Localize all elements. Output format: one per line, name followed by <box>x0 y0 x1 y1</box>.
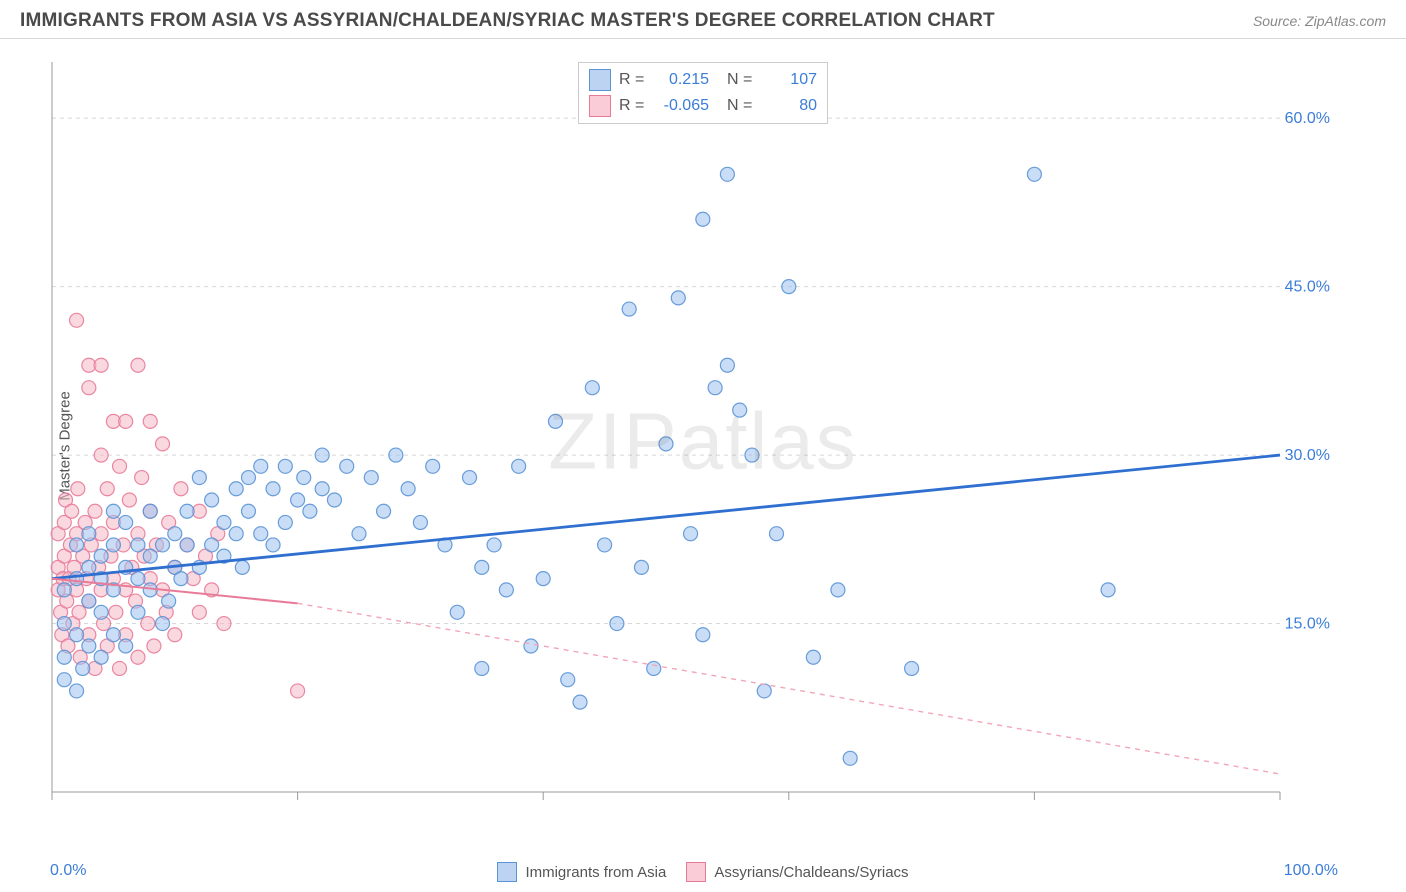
legend-swatch-icon <box>589 95 611 117</box>
stats-legend-row: R = 0.215 N = 107 <box>589 67 817 93</box>
legend-swatch-icon <box>497 862 517 882</box>
series-legend: Immigrants from Asia Assyrians/Chaldeans/… <box>0 862 1406 882</box>
stats-n-label: N = <box>727 97 759 115</box>
legend-item: Assyrians/Chaldeans/Syriacs <box>686 862 908 882</box>
stats-r-value: -0.065 <box>659 97 709 115</box>
stats-r-label: R = <box>619 71 651 89</box>
legend-series-label: Assyrians/Chaldeans/Syriacs <box>714 864 908 881</box>
source-attribution: Source: ZipAtlas.com <box>1253 13 1386 29</box>
stats-n-label: N = <box>727 71 759 89</box>
legend-swatch-icon <box>686 862 706 882</box>
svg-text:30.0%: 30.0% <box>1285 447 1330 464</box>
chart-title: IMMIGRANTS FROM ASIA VS ASSYRIAN/CHALDEA… <box>20 10 995 32</box>
chart-plot-area: 15.0% 30.0% 45.0% 60.0% <box>50 62 1340 822</box>
scatter-plot-svg: 15.0% 30.0% 45.0% 60.0% <box>50 62 1340 822</box>
legend-swatch-icon <box>589 69 611 91</box>
legend-item: Immigrants from Asia <box>497 862 666 882</box>
svg-text:15.0%: 15.0% <box>1285 616 1330 633</box>
stats-n-value: 80 <box>767 97 817 115</box>
svg-text:60.0%: 60.0% <box>1285 110 1330 127</box>
stats-r-label: R = <box>619 97 651 115</box>
stats-r-value: 0.215 <box>659 71 709 89</box>
legend-series-label: Immigrants from Asia <box>525 864 666 881</box>
svg-text:45.0%: 45.0% <box>1285 279 1330 296</box>
stats-legend-row: R = -0.065 N = 80 <box>589 93 817 119</box>
header-bar: IMMIGRANTS FROM ASIA VS ASSYRIAN/CHALDEA… <box>0 0 1406 39</box>
correlation-stats-legend: R = 0.215 N = 107 R = -0.065 N = 80 <box>578 62 828 124</box>
stats-n-value: 107 <box>767 71 817 89</box>
